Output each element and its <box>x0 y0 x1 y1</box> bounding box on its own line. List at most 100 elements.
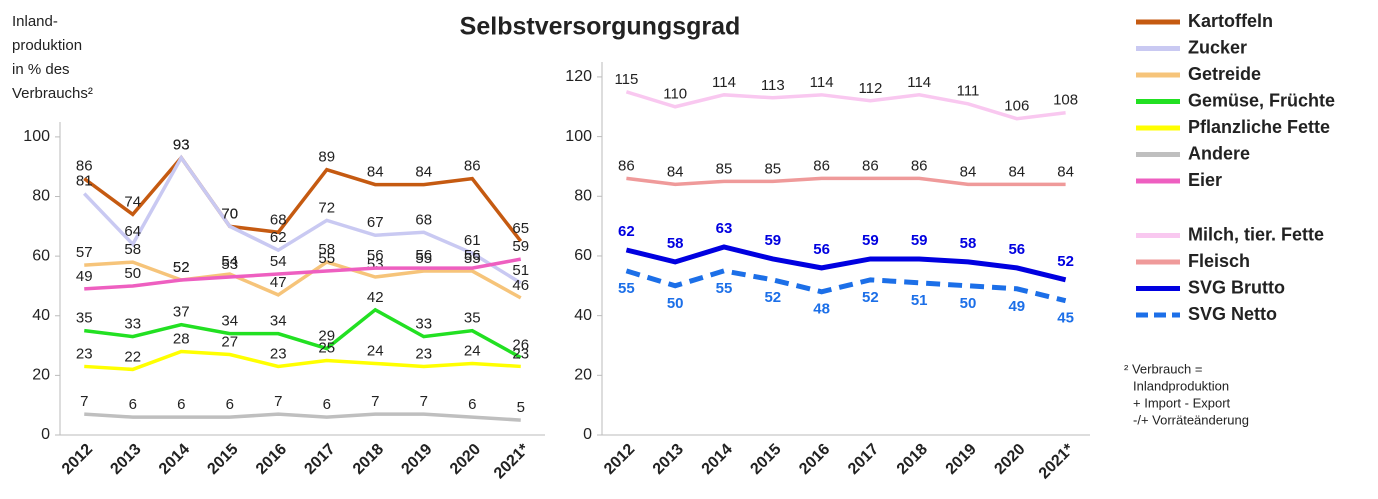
data-label: 72 <box>318 199 335 216</box>
y-tick-label: 0 <box>41 426 50 443</box>
data-label: 52 <box>1057 253 1074 270</box>
data-label: 23 <box>512 345 529 362</box>
legend-label: Eier <box>1188 170 1222 190</box>
y-tick-label: 120 <box>565 68 592 85</box>
data-label: 33 <box>415 316 432 333</box>
y-tick-label: 80 <box>32 188 50 205</box>
x-tick-label: 2012 <box>59 441 96 478</box>
data-label: 65 <box>512 220 529 237</box>
x-tick-label: 2021* <box>491 440 533 482</box>
y-tick-label: 100 <box>23 128 50 145</box>
data-label: 47 <box>270 274 287 291</box>
data-label: 112 <box>858 80 882 97</box>
data-label: 6 <box>468 396 476 413</box>
x-tick-label: 2019 <box>398 441 435 478</box>
y-axis-label: produktion <box>12 37 82 54</box>
data-label: 85 <box>764 160 781 177</box>
x-tick-label: 2017 <box>301 441 338 478</box>
data-label: 56 <box>415 247 432 264</box>
data-label: 85 <box>716 160 733 177</box>
data-label: 63 <box>716 220 733 237</box>
data-label: 58 <box>124 241 141 258</box>
data-label: 37 <box>173 304 190 321</box>
data-label: 51 <box>911 292 928 309</box>
legend-label: Getreide <box>1188 64 1261 84</box>
data-label: 55 <box>716 280 733 297</box>
legend-label: Pflanzliche Fette <box>1188 117 1330 137</box>
y-axis-label: in % des <box>12 61 70 78</box>
y-axis-label: Verbrauchs² <box>12 85 93 102</box>
x-tick-label: 2014 <box>156 441 193 478</box>
y-tick-label: 60 <box>32 247 50 264</box>
data-label: 48 <box>813 301 830 318</box>
series-line <box>625 268 1067 304</box>
data-label: 56 <box>464 247 481 264</box>
data-label: 86 <box>862 157 879 174</box>
x-tick-label: 2015 <box>204 441 241 478</box>
data-label: 106 <box>1004 98 1029 115</box>
data-label: 58 <box>318 241 335 258</box>
series-line <box>84 412 521 422</box>
data-label: 54 <box>270 253 287 270</box>
data-label: 89 <box>318 149 335 166</box>
y-axis-label: Inland- <box>12 13 58 30</box>
data-label: 93 <box>173 137 190 154</box>
data-label: 56 <box>367 247 384 264</box>
data-label: 114 <box>907 74 931 91</box>
data-label: 84 <box>1008 163 1025 180</box>
y-tick-label: 0 <box>583 426 592 443</box>
data-label: 86 <box>76 158 93 175</box>
x-tick-label: 2012 <box>601 441 638 478</box>
data-label: 49 <box>76 268 93 285</box>
y-tick-label: 60 <box>574 247 592 264</box>
data-label: 62 <box>618 223 635 240</box>
series-line <box>625 244 1067 283</box>
x-tick-label: 2017 <box>845 441 882 478</box>
legend-label: SVG Brutto <box>1188 277 1285 297</box>
data-label: 58 <box>667 235 684 252</box>
footnote: -/+ Vorräteänderung <box>1133 412 1249 427</box>
data-label: 93 <box>173 137 190 154</box>
data-label: 50 <box>960 295 977 312</box>
x-tick-label: 2018 <box>894 441 931 478</box>
data-label: 33 <box>124 316 141 333</box>
x-tick-label: 2020 <box>991 441 1028 478</box>
data-label: 74 <box>124 193 141 210</box>
data-label: 84 <box>415 164 432 181</box>
x-tick-label: 2019 <box>943 441 980 478</box>
legend-label: Kartoffeln <box>1188 11 1273 31</box>
series-line <box>82 154 522 285</box>
series-line <box>84 307 522 360</box>
data-label: 34 <box>221 313 238 330</box>
data-label: 52 <box>764 289 781 306</box>
data-label: 59 <box>911 232 928 249</box>
data-label: 24 <box>367 342 384 359</box>
data-label: 42 <box>367 289 384 306</box>
data-label: 52 <box>173 259 190 276</box>
data-label: 6 <box>226 396 234 413</box>
chart-title: Selbstversorgungsgrad <box>460 13 741 41</box>
legend-label: SVG Netto <box>1188 304 1277 324</box>
data-label: 22 <box>124 348 141 365</box>
footnote: ² Verbrauch = <box>1124 361 1202 376</box>
data-label: 108 <box>1053 92 1078 109</box>
x-tick-label: 2018 <box>350 441 387 478</box>
data-label: 7 <box>80 393 88 410</box>
data-label: 84 <box>367 164 384 181</box>
data-label: 55 <box>464 250 481 267</box>
data-label: 49 <box>1008 298 1025 315</box>
data-label: 64 <box>124 223 141 240</box>
series-line <box>84 257 522 291</box>
y-tick-label: 100 <box>565 128 592 145</box>
legend-label: Zucker <box>1188 37 1247 57</box>
data-label: 113 <box>761 77 785 94</box>
y-tick-label: 80 <box>574 187 592 204</box>
data-label: 23 <box>270 345 287 362</box>
data-label: 35 <box>464 310 481 327</box>
x-tick-label: 2013 <box>107 441 144 478</box>
data-label: 7 <box>371 393 379 410</box>
x-tick-label: 2021* <box>1036 440 1078 482</box>
y-tick-label: 40 <box>574 307 592 324</box>
series-line <box>84 349 521 372</box>
